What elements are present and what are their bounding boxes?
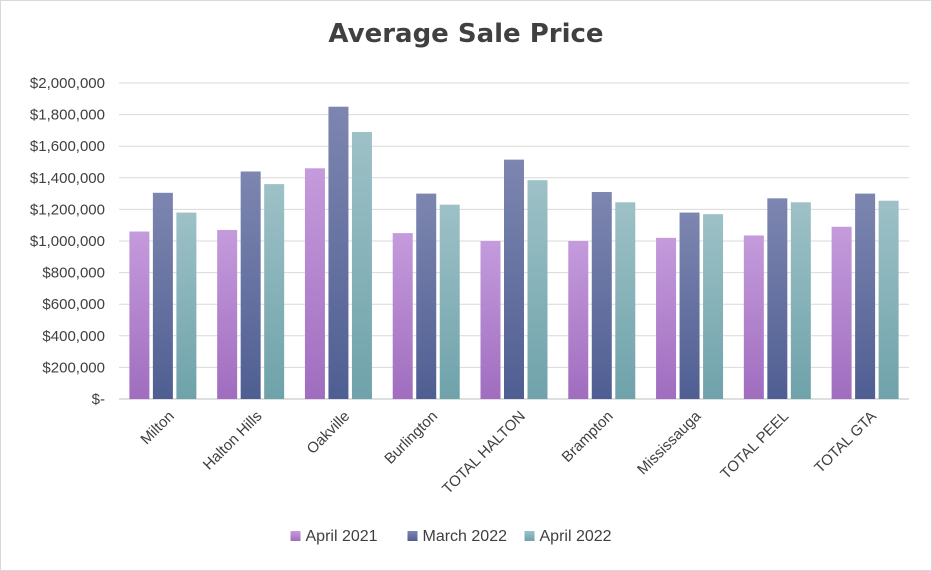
y-tick-label: $600,000	[42, 296, 105, 313]
x-category-label: Mississauga	[634, 407, 705, 478]
bar-march-2022	[504, 159, 524, 399]
x-category-label: Milton	[137, 408, 177, 448]
legend-label: April 2022	[540, 528, 612, 545]
bar-march-2022	[328, 106, 349, 399]
legend-label: March 2022	[423, 528, 508, 545]
y-tick-label: $2,000,000	[30, 75, 105, 92]
bar-april-2022	[527, 180, 548, 399]
legend-swatch	[524, 531, 535, 541]
y-tick-label: $1,600,000	[30, 138, 105, 155]
bar-april-2021	[480, 241, 501, 399]
bar-april-2022	[703, 214, 724, 399]
y-tick-label: $400,000	[42, 328, 105, 345]
legend-swatch	[290, 531, 301, 541]
y-tick-label: $1,000,000	[30, 233, 105, 250]
y-tick-label: $-	[92, 391, 105, 408]
bar-april-2022	[176, 212, 197, 399]
bar-april-2022	[264, 184, 285, 399]
bar-march-2022	[679, 212, 700, 399]
bar-april-2021	[568, 241, 589, 399]
bar-april-2022	[790, 202, 811, 399]
x-category-label: Halton Hills	[200, 408, 266, 474]
y-tick-label: $200,000	[42, 359, 105, 376]
bar-april-2022	[439, 204, 460, 399]
y-axis-tick-labels: $- $200,000 $400,000 $600,000 $800,000 $1,000…	[30, 75, 105, 408]
chart-title: Average Sale Price	[328, 19, 604, 49]
bar-april-2021	[217, 229, 238, 399]
x-category-label: Oakville	[304, 408, 354, 458]
bar-april-2021	[831, 226, 852, 399]
bar-april-2022	[878, 200, 899, 399]
x-category-label: TOTAL PEEL	[717, 408, 792, 483]
bar-april-2021	[656, 237, 677, 399]
bar-april-2021	[743, 235, 764, 399]
bar-march-2022	[416, 193, 437, 399]
bars	[129, 106, 899, 400]
legend-label: April 2021	[306, 528, 378, 545]
y-tick-label: $1,800,000	[30, 107, 105, 124]
bar-march-2022	[240, 171, 261, 399]
x-category-label: Brampton	[559, 408, 617, 466]
bar-march-2022	[152, 192, 173, 399]
y-tick-label: $800,000	[42, 265, 105, 282]
x-category-label: TOTAL GTA	[811, 408, 880, 477]
bar-march-2022	[767, 198, 788, 399]
x-axis-category-labels: Milton Halton Hills Oakville BurlingtonTOTA…	[137, 407, 880, 497]
bar-april-2021	[392, 233, 413, 399]
bar-march-2022	[855, 193, 876, 399]
bar-april-2021	[129, 231, 150, 399]
x-category-label: Burlington	[381, 408, 441, 468]
bar-april-2022	[615, 202, 636, 399]
x-category-label: TOTAL HALTON	[439, 408, 529, 498]
y-tick-label: $1,200,000	[30, 201, 105, 218]
bar-march-2022	[591, 192, 612, 399]
bar-april-2021	[304, 168, 325, 399]
bar-april-2022	[351, 131, 372, 400]
y-tick-label: $1,400,000	[30, 170, 105, 187]
legend-swatch	[407, 531, 418, 541]
legend: April 2021 March 2022 April 2022	[290, 528, 612, 545]
